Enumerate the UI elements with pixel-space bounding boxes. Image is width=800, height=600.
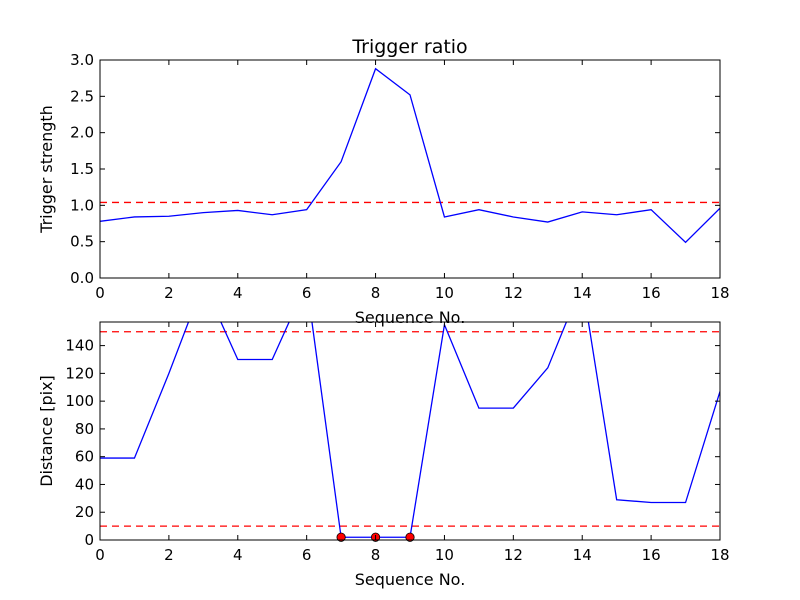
- y-axis-label: Distance [pix]: [37, 375, 56, 487]
- y-tick-label: 0.0: [70, 269, 94, 287]
- x-tick-label: 0: [95, 284, 105, 302]
- y-tick-label: 120: [65, 364, 94, 382]
- x-tick-label: 2: [164, 546, 174, 564]
- x-axis-label: Sequence No.: [355, 570, 466, 589]
- x-tick-label: 14: [573, 284, 592, 302]
- x-tick-label: 12: [504, 284, 523, 302]
- x-tick-label: 14: [573, 546, 592, 564]
- y-tick-label: 2.0: [70, 124, 94, 142]
- x-tick-label: 0: [95, 546, 105, 564]
- series-line: [100, 67, 720, 244]
- x-tick-label: 16: [642, 546, 661, 564]
- y-tick-label: 3.0: [70, 51, 94, 69]
- x-tick-label: 4: [233, 284, 243, 302]
- x-tick-label: 10: [435, 546, 454, 564]
- y-tick-label: 140: [65, 337, 94, 355]
- y-tick-label: 0: [84, 531, 94, 549]
- x-tick-label: 18: [710, 284, 729, 302]
- y-tick-label: 80: [75, 420, 94, 438]
- x-tick-label: 8: [371, 546, 381, 564]
- chart-title: Trigger ratio: [351, 36, 467, 58]
- distance-plot: 0 2 4 6 8 10 12 14 16 18 0 20 40 60 80 100 120 140 Sequenc…: [37, 321, 730, 589]
- x-tick-label: 16: [642, 284, 661, 302]
- x-tick-label: 18: [710, 546, 729, 564]
- y-tick-label: 60: [75, 448, 94, 466]
- y-axis-label: Trigger strength: [37, 105, 56, 234]
- x-tick-label: 12: [504, 546, 523, 564]
- y-tick-label: 1.5: [70, 160, 94, 178]
- y-tick-label: 20: [75, 503, 94, 521]
- x-tick-label: 6: [302, 284, 312, 302]
- x-tick-label: 4: [233, 546, 243, 564]
- x-tick-label: 2: [164, 284, 174, 302]
- y-tick-label: 100: [65, 392, 94, 410]
- y-tick-label: 40: [75, 475, 94, 493]
- x-tick-label: 10: [435, 284, 454, 302]
- data-point-marker: [405, 532, 415, 542]
- data-point-marker: [336, 532, 346, 542]
- y-tick-label: 0.5: [70, 233, 94, 251]
- plot-data-group: [100, 67, 720, 244]
- x-tick-label: 6: [302, 546, 312, 564]
- x-tick-label: 8: [371, 284, 381, 302]
- x-axis-label: Sequence No.: [355, 308, 466, 327]
- y-tick-label: 1.0: [70, 196, 94, 214]
- y-tick-label: 2.5: [70, 87, 94, 105]
- axes-frame: [99, 321, 721, 541]
- trigger-ratio-plot: 0 2 4 6 8 10 12 14 16 18 0.0 0.5 1.0 1.5 2.0 2.5 3.0 Sequ…: [37, 36, 730, 327]
